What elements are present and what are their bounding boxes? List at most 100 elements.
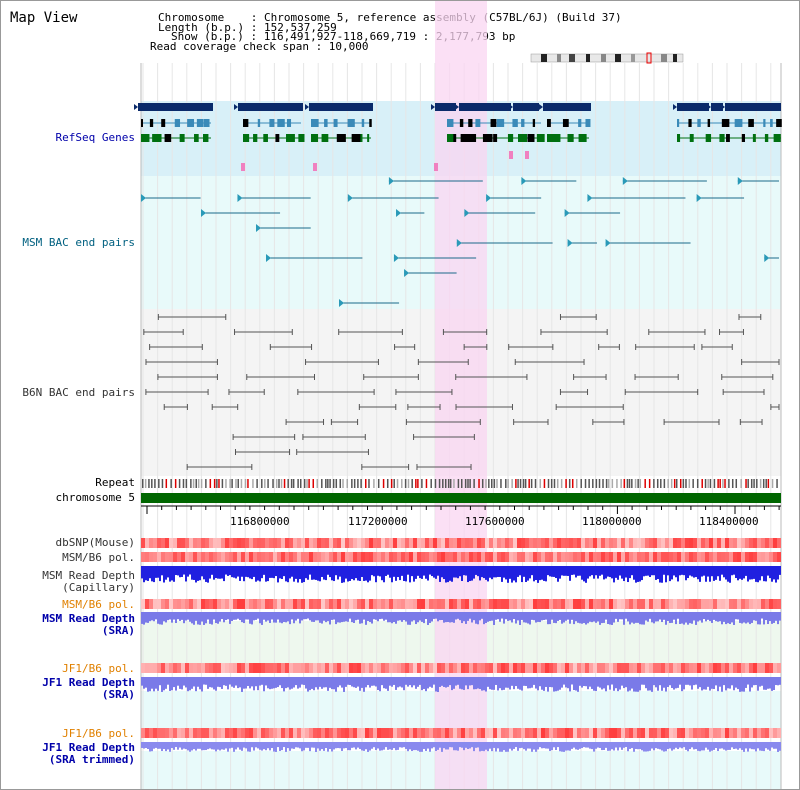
heatmap-cell	[557, 663, 561, 673]
heatmap-cell	[677, 728, 681, 738]
heatmap-cell	[373, 663, 377, 673]
depth-bar	[445, 677, 447, 688]
heatmap-cell	[617, 728, 621, 738]
heatmap-cell	[561, 552, 565, 562]
msm-bac-label[interactable]: MSM BAC end pairs	[22, 236, 135, 249]
depth-bar	[531, 566, 533, 576]
heatmap-cell	[557, 552, 561, 562]
depth-bar	[433, 612, 435, 619]
heatmap-cell	[157, 663, 161, 673]
b6n-bac-pairs-layer[interactable]	[143, 314, 780, 470]
selected-region-highlight[interactable]	[435, 1, 487, 789]
b6n-bac-label[interactable]: B6N BAC end pairs	[22, 386, 135, 399]
depth-bar	[179, 566, 181, 578]
heatmap-cell	[185, 663, 189, 673]
heatmap-cell	[421, 538, 425, 548]
heatmap-cell	[657, 728, 661, 738]
heatmap-cell	[577, 728, 581, 738]
heatmap-cell	[349, 599, 353, 609]
heatmap-cell	[205, 663, 209, 673]
heatmap-cell	[473, 599, 477, 609]
depth-bar	[495, 566, 497, 578]
repeat-element	[663, 479, 666, 488]
heatmap-cell	[281, 552, 285, 562]
heatmap-cell	[253, 538, 257, 548]
heatmap-cell	[221, 552, 225, 562]
heatmap-cell	[345, 663, 349, 673]
heatmap-cell	[609, 552, 613, 562]
depth-bar	[149, 566, 151, 579]
depth-bar	[221, 677, 223, 689]
depth-bar	[289, 742, 291, 751]
depth-bar	[569, 742, 571, 751]
depth-bar	[717, 677, 719, 692]
msm-bac-end-marker	[396, 209, 402, 217]
depth-bar	[243, 566, 245, 582]
heatmap-cell	[181, 728, 185, 738]
depth-bar	[653, 566, 655, 576]
depth-bar	[449, 612, 451, 623]
depth-bar	[169, 612, 171, 620]
repeat-element	[496, 479, 498, 488]
msm-bac-pairs-layer[interactable]	[141, 177, 779, 307]
depth-bar	[535, 742, 537, 752]
depth-bar	[249, 612, 251, 624]
repeat-element	[602, 479, 604, 488]
chromosome-ideogram[interactable]	[530, 52, 684, 64]
heatmap-cell	[401, 728, 405, 738]
refseq-genes-layer[interactable]	[134, 103, 782, 171]
heatmap-cell	[225, 663, 229, 673]
depth-bar	[265, 742, 267, 751]
depth-bar	[287, 742, 289, 749]
repeat-element	[161, 479, 164, 488]
depth-bar	[183, 566, 185, 575]
heatmap-cell	[541, 552, 545, 562]
depth-bar	[525, 677, 527, 686]
depth-bar	[767, 612, 769, 625]
depth-bar	[591, 677, 593, 689]
gene-exon	[257, 119, 261, 127]
repeat-element	[377, 479, 380, 488]
ideogram-band	[569, 54, 575, 62]
depth-bar	[275, 566, 277, 577]
depth-bar	[633, 677, 635, 692]
depth-bar	[305, 742, 307, 748]
depth-bar	[633, 566, 635, 580]
repeat-element	[142, 479, 144, 488]
heatmap-cell	[221, 538, 225, 548]
heatmap-cell	[749, 728, 753, 738]
gene-strand-arrow	[134, 104, 138, 110]
depth-bar	[209, 677, 211, 688]
heatmap-cell	[477, 599, 481, 609]
depth-bar	[237, 566, 239, 577]
heatmap-cell	[257, 599, 261, 609]
depth-bar	[331, 742, 333, 752]
gene-exon-block	[677, 103, 709, 111]
gene-exon	[776, 119, 782, 127]
depth-bar	[183, 742, 185, 749]
heatmap-cell	[761, 538, 765, 548]
heatmap-cell	[381, 663, 385, 673]
heatmap-cell	[353, 599, 357, 609]
heatmap-cell	[261, 728, 265, 738]
depth-bar	[233, 677, 235, 688]
depth-bar	[217, 742, 219, 750]
depth-bar	[277, 612, 279, 620]
depth-bar	[353, 566, 355, 581]
depth-bar	[417, 612, 419, 623]
depth-bar	[333, 742, 335, 750]
depth-bar	[485, 742, 487, 750]
heatmap-cell	[433, 728, 437, 738]
depth-bar	[567, 566, 569, 576]
refseq-genes-label[interactable]: RefSeq Genes	[55, 131, 135, 144]
depth-bar	[247, 612, 249, 620]
gene-marker	[313, 163, 317, 171]
depth-bar	[685, 566, 687, 581]
heatmap-cell	[633, 538, 637, 548]
depth-bar	[385, 677, 387, 689]
depth-bar	[699, 742, 701, 752]
heatmap-cell	[445, 552, 449, 562]
depth-bar	[549, 612, 551, 625]
heatmap-cell	[565, 599, 569, 609]
depth-bar	[143, 677, 145, 689]
